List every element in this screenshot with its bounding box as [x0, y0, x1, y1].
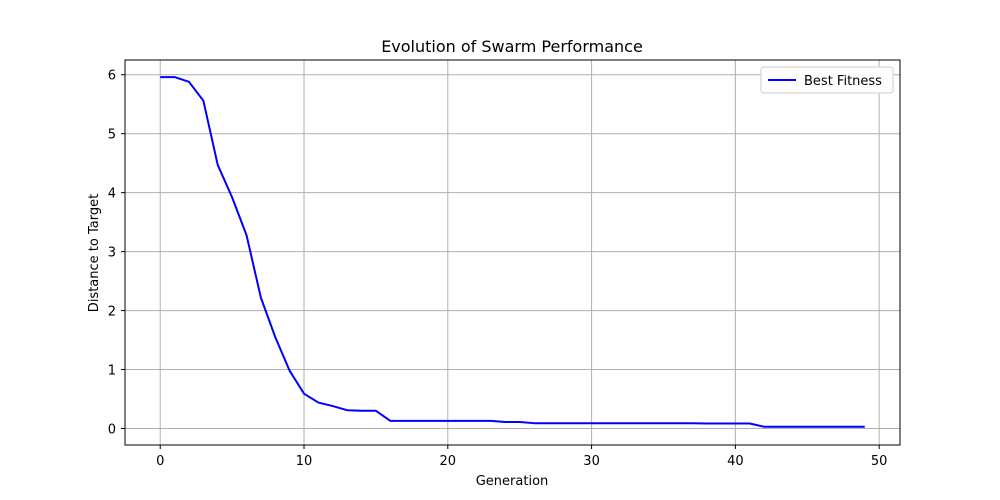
x-axis-label: Generation	[476, 474, 549, 489]
grid	[125, 60, 900, 445]
axis-ticks: 0 10 20 30 40 50 0 1 2 3 4 5 6	[108, 69, 888, 469]
legend-box	[760, 66, 894, 94]
y-axis-label: Distance to Target	[87, 194, 102, 312]
x-tick-label: 20	[440, 454, 457, 469]
y-tick-label: 5	[108, 128, 116, 143]
plot-frame	[124, 59, 901, 446]
legend-label-best-fitness: Best Fitness	[804, 74, 882, 89]
y-tick-label: 3	[108, 246, 116, 261]
y-tick-label: 1	[108, 364, 116, 379]
x-tick-label: 30	[583, 454, 600, 469]
series-layer	[160, 76, 865, 428]
y-tick-label: 2	[108, 305, 116, 320]
y-tick-label: 0	[108, 422, 116, 437]
y-tick-label: 6	[108, 69, 116, 84]
x-tick-label: 0	[156, 454, 164, 469]
x-tick-label: 10	[296, 454, 313, 469]
x-tick-label: 50	[871, 454, 888, 469]
series-line-best-fitness	[160, 76, 865, 428]
legend: Best Fitness	[760, 66, 894, 94]
x-tick-label: 40	[727, 454, 744, 469]
y-tick-label: 4	[108, 187, 116, 202]
chart-title: Evolution of Swarm Performance	[381, 37, 643, 56]
